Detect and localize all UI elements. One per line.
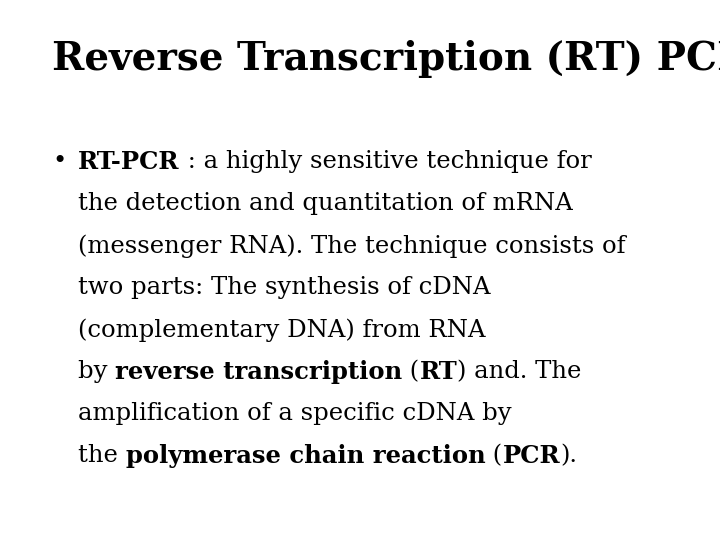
Text: (: ( (402, 360, 420, 383)
Text: polymerase chain reaction: polymerase chain reaction (125, 444, 485, 468)
Text: PCR: PCR (503, 444, 560, 468)
Text: (messenger RNA). The technique consists of: (messenger RNA). The technique consists … (78, 234, 626, 258)
Text: RT: RT (420, 360, 457, 384)
Text: by: by (78, 360, 115, 383)
Text: Reverse Transcription (RT) PCR: Reverse Transcription (RT) PCR (52, 40, 720, 78)
Text: ) and. The: ) and. The (457, 360, 582, 383)
Text: (complementary DNA) from RNA: (complementary DNA) from RNA (78, 318, 485, 341)
Text: RT-PCR: RT-PCR (78, 150, 179, 174)
Text: amplification of a specific cDNA by: amplification of a specific cDNA by (78, 402, 512, 425)
Text: : a highly sensitive technique for: : a highly sensitive technique for (179, 150, 591, 173)
Text: reverse transcription: reverse transcription (115, 360, 402, 384)
Text: the: the (78, 444, 125, 467)
Text: (: ( (485, 444, 503, 467)
Text: the detection and quantitation of mRNA: the detection and quantitation of mRNA (78, 192, 572, 215)
Text: •: • (52, 150, 66, 173)
Text: two parts: The synthesis of cDNA: two parts: The synthesis of cDNA (78, 276, 490, 299)
Text: ).: ). (560, 444, 577, 467)
